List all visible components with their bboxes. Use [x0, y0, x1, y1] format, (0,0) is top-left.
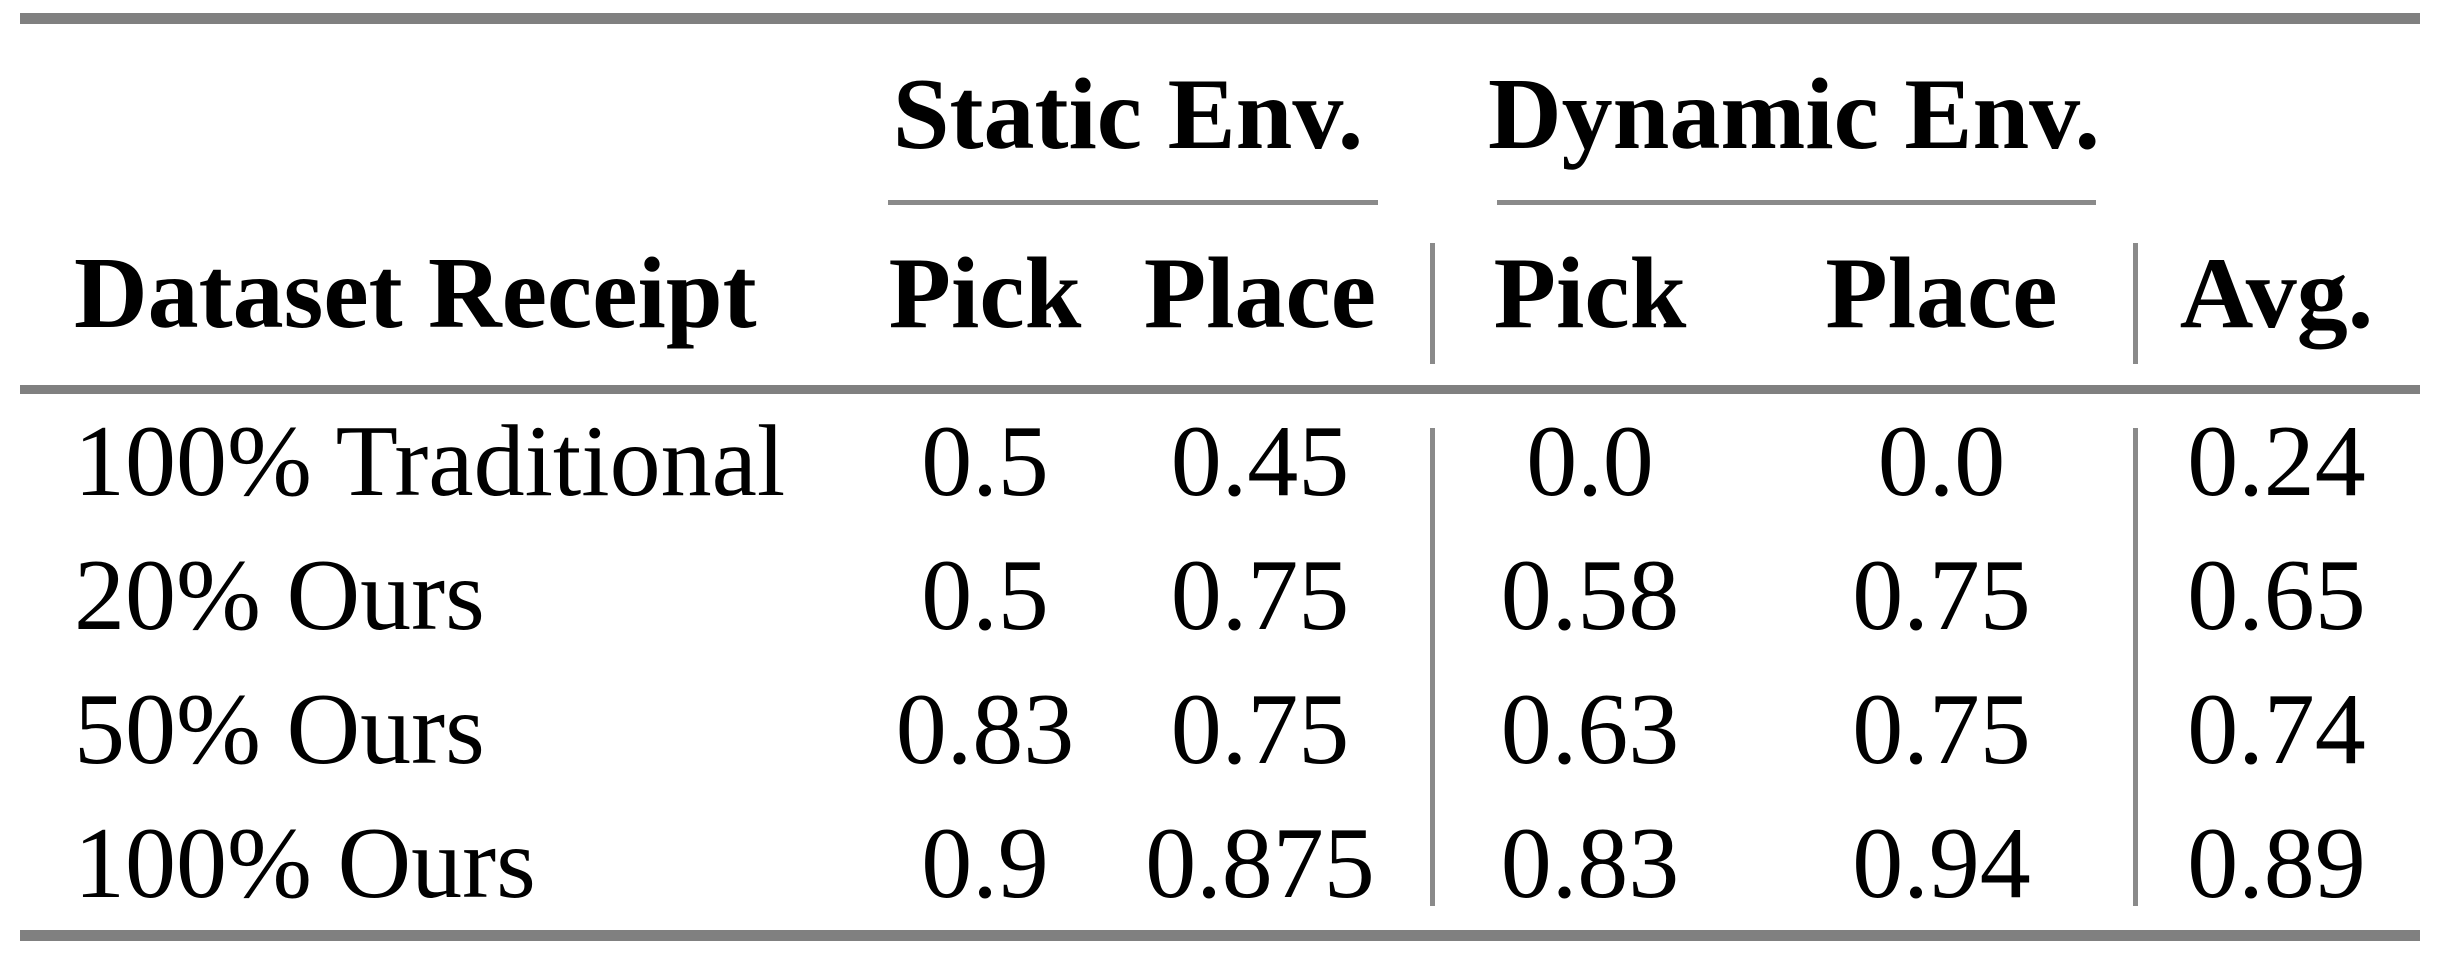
cell-static-pick: 0.9 — [921, 806, 1049, 920]
cell-dynamic-place: 0.75 — [1852, 538, 2031, 652]
col-header-avg: Avg. — [2179, 236, 2374, 350]
top-rule — [20, 13, 2420, 24]
cell-avg: 0.74 — [2187, 672, 2366, 786]
cell-avg: 0.24 — [2187, 404, 2366, 518]
cell-static-pick: 0.5 — [921, 538, 1049, 652]
cell-dynamic-place: 0.0 — [1877, 404, 2006, 518]
row-label: 50% Ours — [74, 672, 485, 786]
mid-rule — [20, 385, 2420, 394]
col-header-dynamic-place: Place — [1825, 236, 2058, 350]
cell-dynamic-place: 0.94 — [1852, 806, 2031, 920]
row-label: 20% Ours — [74, 538, 485, 652]
table-row: 50% Ours 0.83 0.75 0.63 0.75 0.74 — [20, 662, 2420, 796]
col-header-static-pick: Pick — [888, 236, 1082, 350]
group-header-static-env: Static Env. — [892, 57, 1364, 171]
static-env-cmidrule — [888, 200, 1378, 205]
cell-avg: 0.65 — [2187, 538, 2366, 652]
cell-avg: 0.89 — [2187, 806, 2366, 920]
table-row: 20% Ours 0.5 0.75 0.58 0.75 0.65 — [20, 528, 2420, 662]
col-header-static-place: Place — [1143, 236, 1377, 350]
cell-static-pick: 0.83 — [895, 672, 1075, 786]
cell-static-place: 0.75 — [1170, 538, 1350, 652]
cell-static-place: 0.75 — [1170, 672, 1350, 786]
column-header-row: Dataset Receipt Pick Place Pick Place Av… — [20, 208, 2420, 378]
cell-dynamic-place: 0.75 — [1852, 672, 2031, 786]
cell-dynamic-pick: 0.58 — [1500, 538, 1680, 652]
group-header-row: Static Env. Dynamic Env. — [20, 34, 2420, 194]
cell-dynamic-pick: 0.63 — [1500, 672, 1680, 786]
cell-static-pick: 0.5 — [921, 404, 1049, 518]
vertical-divider-avg-body — [2133, 428, 2138, 906]
row-label: 100% Ours — [74, 806, 536, 920]
cell-dynamic-pick: 0.83 — [1500, 806, 1680, 920]
cell-dynamic-pick: 0.0 — [1526, 404, 1654, 518]
table-row: 100% Traditional 0.5 0.45 0.0 0.0 0.24 — [20, 394, 2420, 528]
col-header-dataset-receipt: Dataset Receipt — [74, 236, 757, 350]
vertical-divider-static-dynamic-header — [1430, 243, 1435, 364]
dynamic-env-cmidrule — [1497, 200, 2096, 205]
table-row: 100% Ours 0.9 0.875 0.83 0.94 0.89 — [20, 796, 2420, 930]
bottom-rule — [20, 930, 2420, 941]
cell-static-place: 0.875 — [1145, 806, 1375, 920]
table-body: 100% Traditional 0.5 0.45 0.0 0.0 0.24 2… — [20, 394, 2420, 930]
cell-static-place: 0.45 — [1170, 404, 1350, 518]
row-label: 100% Traditional — [74, 404, 786, 518]
group-header-dynamic-env: Dynamic Env. — [1487, 57, 2101, 171]
col-header-dynamic-pick: Pick — [1493, 236, 1687, 350]
vertical-divider-avg-header — [2133, 243, 2138, 364]
vertical-divider-static-dynamic-body — [1430, 428, 1435, 906]
